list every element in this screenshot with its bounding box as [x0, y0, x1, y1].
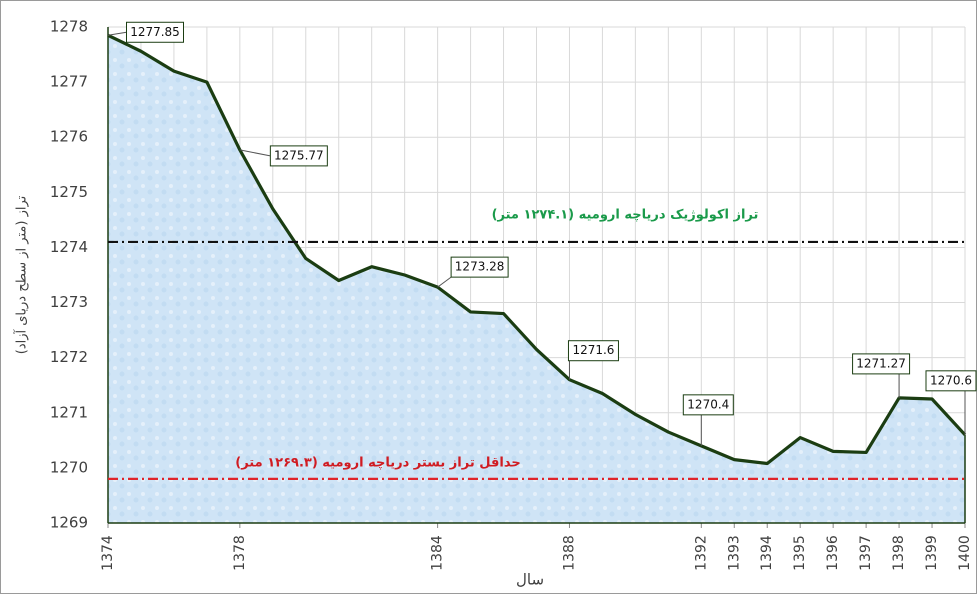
- x-tick-label: 1399: [924, 535, 940, 571]
- y-tick-label: 1270: [50, 458, 88, 476]
- label-box: [126, 21, 184, 43]
- x-tick-label: 1398: [891, 535, 907, 571]
- label-box: [852, 353, 911, 375]
- reference-label: حداقل تراز بستر دریاچه ارومیه (۱۲۶۹.۳ مت…: [235, 455, 520, 470]
- x-tick-label: 1395: [792, 535, 808, 571]
- label-box: [925, 370, 977, 392]
- x-tick-label: 1396: [825, 535, 841, 571]
- y-tick-label: 1273: [50, 293, 88, 311]
- x-tick-label: 1400: [957, 535, 973, 571]
- x-tick-label: 1388: [561, 535, 577, 571]
- data-label: 1277.85: [130, 25, 180, 39]
- leader-line: [107, 31, 127, 36]
- data-label: 1270.4: [687, 397, 729, 411]
- x-tick-label: 1393: [726, 535, 742, 571]
- reference-label: تراز اکولوژیک دریاچه ارومیه (۱۲۷۴.۱ متر): [492, 207, 759, 222]
- label-box: [450, 256, 509, 278]
- x-tick-label: 1397: [858, 535, 874, 571]
- x-tick-label: 1394: [759, 535, 775, 571]
- data-label: 1273.28: [455, 260, 505, 274]
- leader-line: [239, 149, 271, 157]
- y-axis-label: تراز (متر از سطح دریای آزاد): [13, 195, 30, 354]
- y-tick-label: 1277: [50, 73, 88, 91]
- x-axis-label: سال: [516, 571, 544, 589]
- data-label: 1270.6: [930, 373, 972, 387]
- area-texture: [108, 35, 965, 524]
- y-tick-label: 1272: [50, 348, 88, 366]
- y-tick-label: 1271: [50, 403, 88, 421]
- x-tick-label: 1384: [430, 535, 446, 571]
- y-tick-label: 1275: [50, 183, 88, 201]
- leader-line: [437, 276, 452, 288]
- label-box: [567, 340, 619, 362]
- x-tick-label: 1392: [693, 535, 709, 571]
- y-tick-label: 1276: [50, 128, 88, 146]
- label-box: [269, 145, 328, 167]
- y-tick-label: 1278: [50, 18, 88, 36]
- data-label: 1275.77: [274, 148, 324, 162]
- x-tick-label: 1378: [232, 535, 248, 571]
- y-tick-label: 1269: [50, 514, 88, 532]
- x-tick-label: 1374: [100, 535, 116, 571]
- label-box: [682, 394, 734, 416]
- line: [107, 33, 967, 466]
- y-tick-label: 1274: [50, 238, 88, 256]
- data-label: 1271.6: [572, 343, 614, 357]
- data-label: 1271.27: [856, 356, 906, 370]
